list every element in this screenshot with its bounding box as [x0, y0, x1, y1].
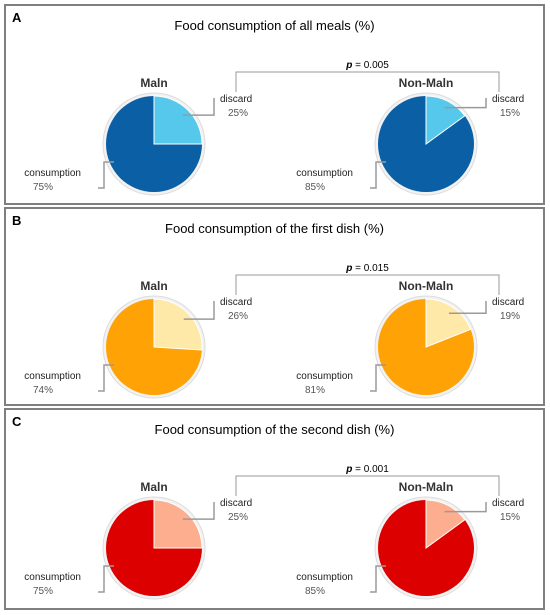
consumption-label: consumption	[296, 371, 353, 382]
p-value-label: p = 0.005	[345, 60, 389, 71]
p-value-bracket	[235, 475, 500, 496]
consumption-leader-line	[370, 161, 386, 189]
discard-leader-line	[448, 301, 487, 315]
discard-percent: 15%	[500, 108, 520, 119]
consumption-label: consumption	[24, 572, 81, 583]
discard-label: discard	[492, 297, 524, 308]
discard-percent: 25%	[228, 512, 248, 523]
consumption-leader-line	[370, 565, 386, 593]
panel-letter: A	[12, 10, 22, 25]
panel-b-svg: B Food consumption of the first dish (%) p…	[12, 213, 524, 399]
pie-slice-discard	[153, 499, 203, 549]
discard-leader-line	[444, 98, 487, 109]
panel-letter: C	[12, 414, 22, 429]
group-label: Maln	[140, 279, 167, 293]
p-value-label: p = 0.001	[345, 464, 389, 475]
group-label: Maln	[140, 76, 167, 90]
panel-c-svg: C Food consumption of the second dish (%)…	[12, 414, 524, 600]
consumption-percent: 85%	[305, 586, 325, 597]
discard-leader-line	[182, 502, 215, 520]
discard-label: discard	[492, 498, 524, 509]
group-label: Non-Maln	[399, 76, 454, 90]
discard-percent: 26%	[228, 311, 248, 322]
p-value-label: p = 0.015	[345, 263, 389, 274]
discard-leader-line	[182, 98, 215, 116]
panel-c: C Food consumption of the second dish (%)…	[4, 408, 545, 610]
pie-slice-discard	[425, 298, 472, 348]
discard-percent: 15%	[500, 512, 520, 523]
consumption-leader-line	[98, 161, 114, 189]
discard-label: discard	[220, 297, 252, 308]
discard-leader-line	[183, 301, 215, 320]
chart-title: Food consumption of the first dish (%)	[165, 221, 384, 236]
consumption-percent: 85%	[305, 182, 325, 193]
panel-a-svg: A Food consumption of all meals (%) p = 0.…	[12, 10, 524, 196]
consumption-percent: 75%	[33, 586, 53, 597]
panel-b: B Food consumption of the first dish (%) p…	[4, 207, 545, 406]
discard-percent: 19%	[500, 311, 520, 322]
p-value-bracket	[235, 71, 500, 92]
discard-label: discard	[492, 94, 524, 105]
discard-percent: 25%	[228, 108, 248, 119]
consumption-label: consumption	[24, 168, 81, 179]
group-label: Non-Maln	[399, 279, 454, 293]
pie-slice-discard	[153, 298, 203, 351]
consumption-leader-line	[370, 364, 386, 392]
discard-leader-line	[444, 502, 487, 513]
chart-title: Food consumption of all meals (%)	[174, 18, 374, 33]
consumption-leader-line	[98, 364, 114, 392]
discard-label: discard	[220, 498, 252, 509]
panel-letter: B	[12, 213, 21, 228]
consumption-percent: 75%	[33, 182, 53, 193]
discard-label: discard	[220, 94, 252, 105]
consumption-label: consumption	[296, 572, 353, 583]
panel-a: A Food consumption of all meals (%) p = 0.…	[4, 4, 545, 205]
chart-title: Food consumption of the second dish (%)	[155, 422, 395, 437]
pie-slice-discard	[153, 95, 203, 145]
consumption-label: consumption	[296, 168, 353, 179]
consumption-label: consumption	[24, 371, 81, 382]
p-value-bracket	[235, 274, 500, 295]
consumption-percent: 74%	[33, 385, 53, 396]
consumption-leader-line	[98, 565, 114, 593]
consumption-percent: 81%	[305, 385, 325, 396]
group-label: Non-Maln	[399, 480, 454, 494]
group-label: Maln	[140, 480, 167, 494]
